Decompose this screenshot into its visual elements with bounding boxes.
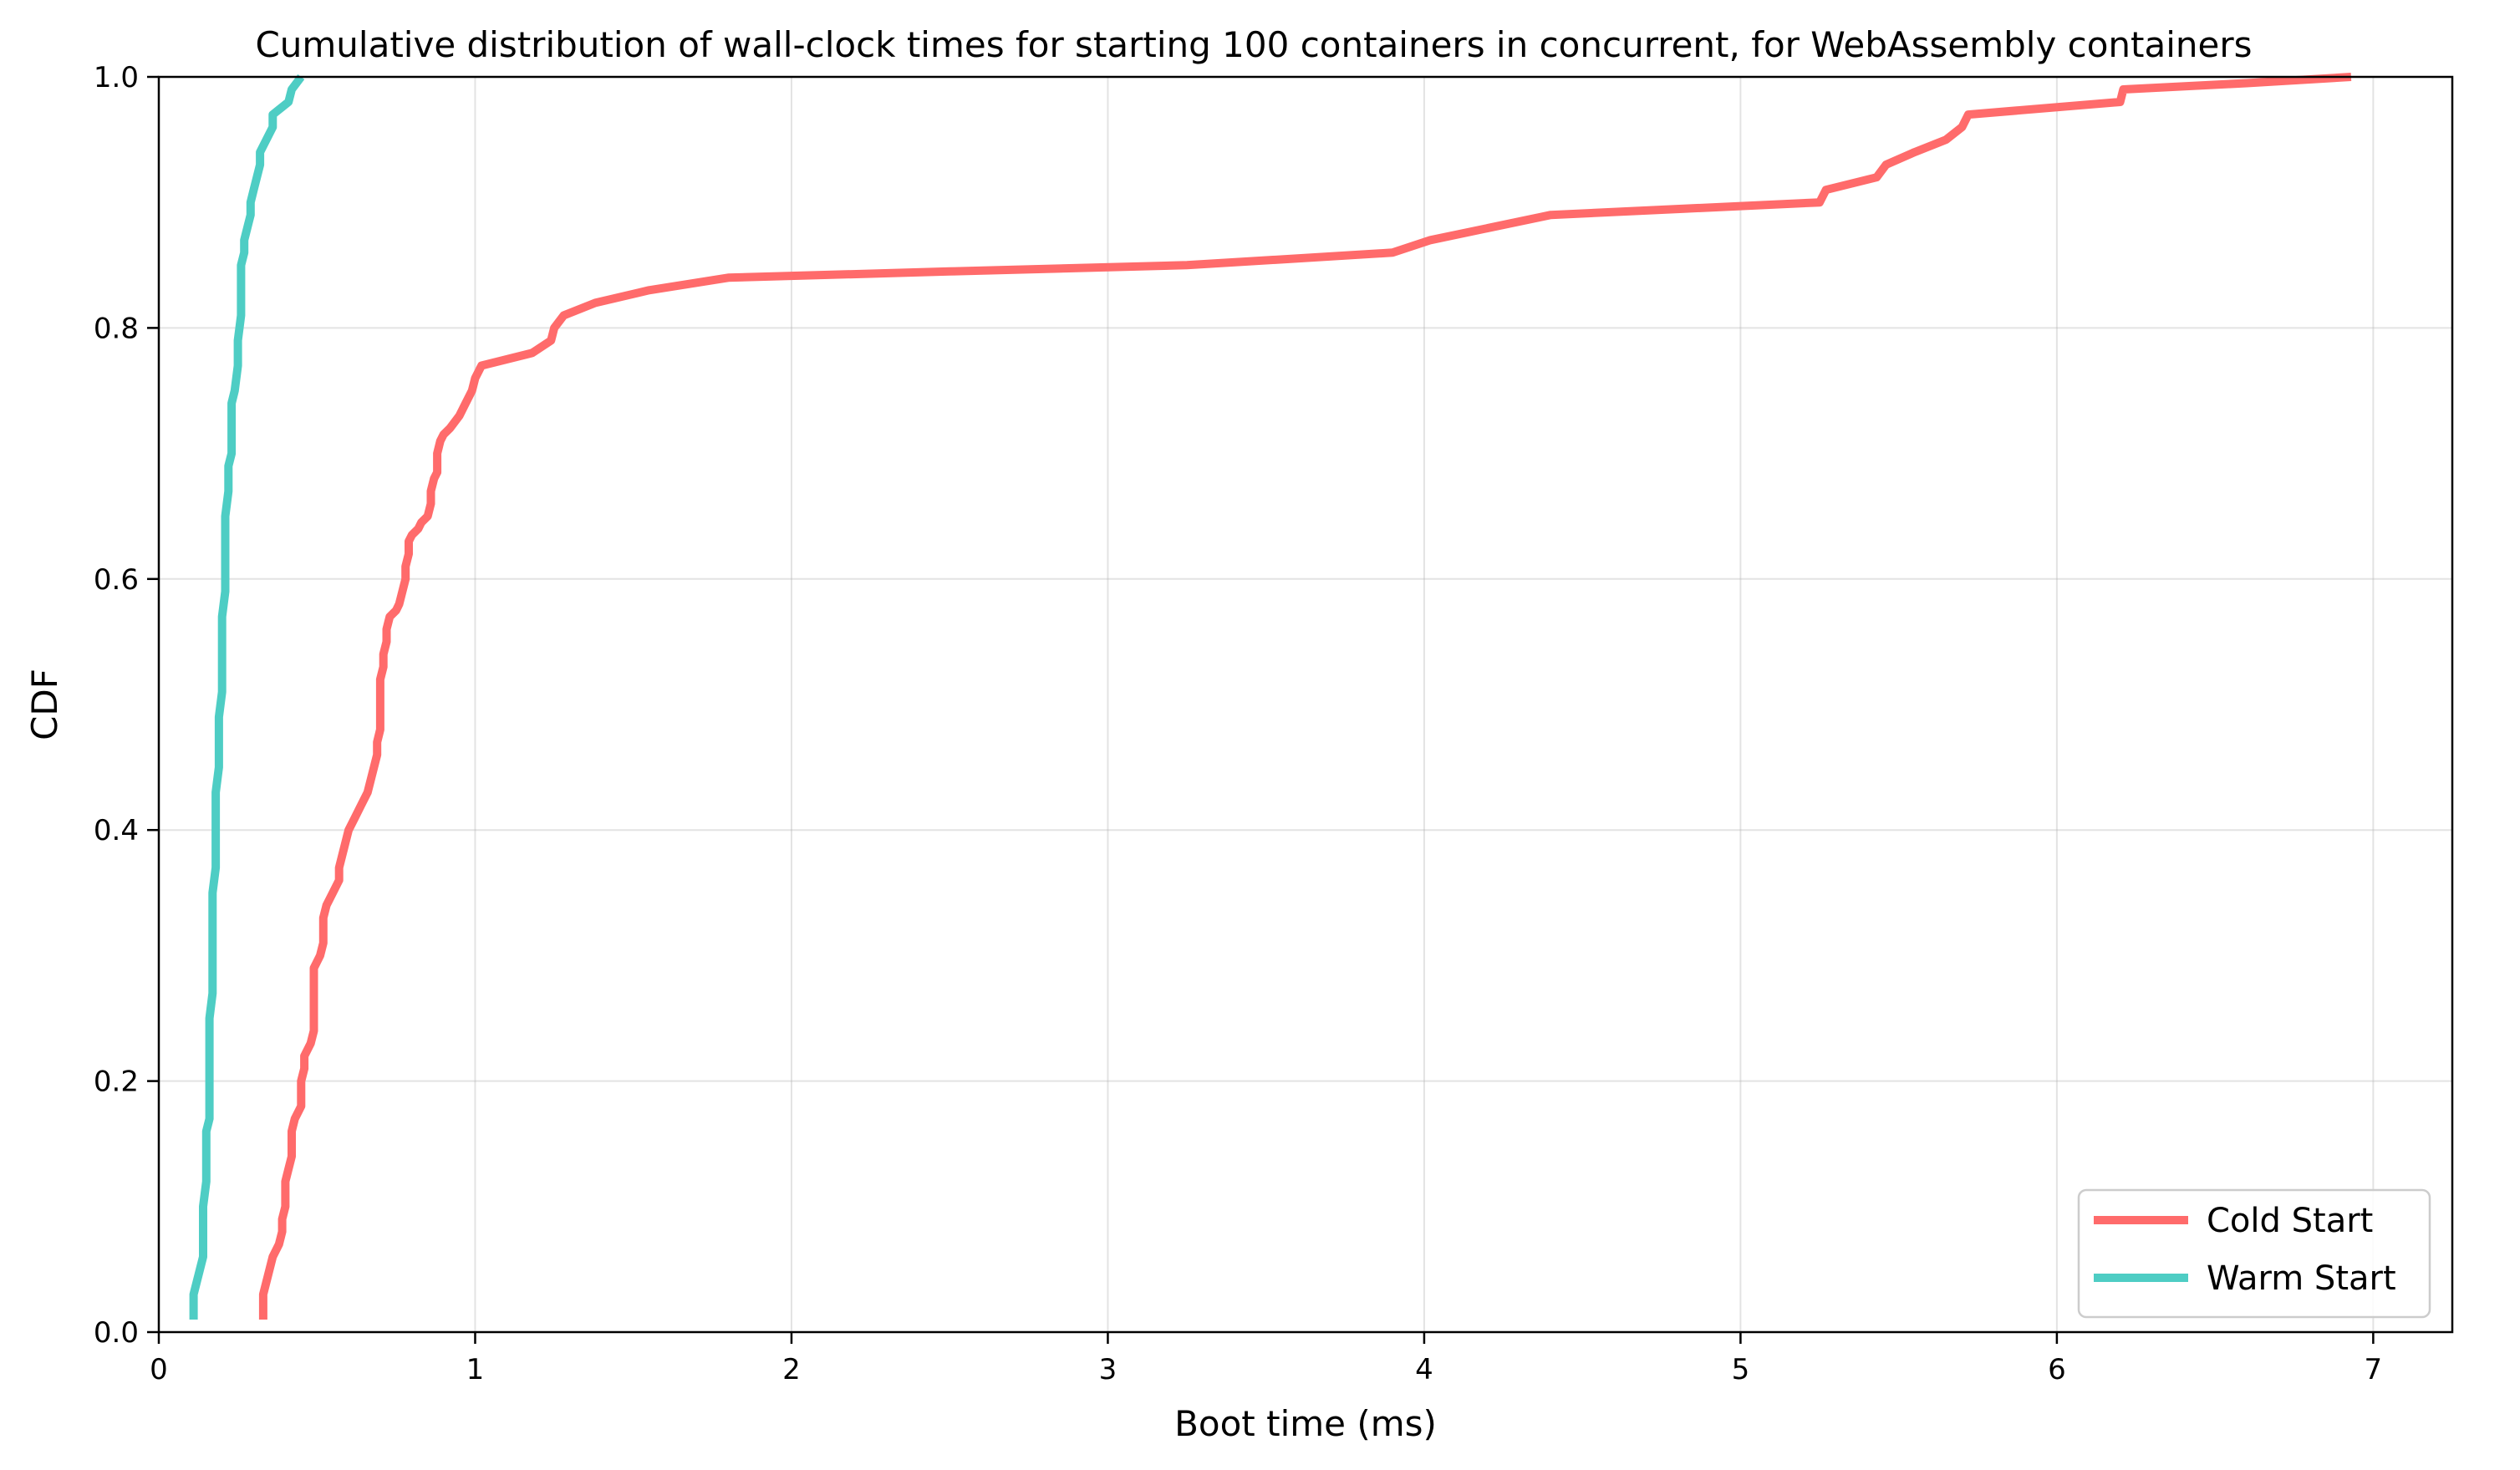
x-tick-label: 2 (782, 1353, 801, 1386)
x-tick-label: 5 (1732, 1353, 1750, 1386)
x-tick-label: 7 (2365, 1353, 2383, 1386)
y-axis-label: CDF (24, 669, 65, 740)
x-tick-label: 3 (1099, 1353, 1117, 1386)
legend-label-cold-start: Cold Start (2207, 1202, 2373, 1240)
y-axis-ticks: 0.0 0.2 0.4 0.6 0.8 1.0 (94, 61, 159, 1350)
x-axis-label: Boot time (ms) (1174, 1403, 1437, 1444)
y-tick-label: 0.6 (94, 563, 139, 597)
x-tick-label: 0 (150, 1353, 168, 1386)
plot-series (189, 73, 2352, 1320)
y-tick-label: 0.2 (94, 1066, 139, 1099)
x-tick-label: 1 (466, 1353, 485, 1386)
series-line-warm-start (189, 74, 305, 1320)
legend: Cold Start Warm Start (2077, 1188, 2431, 1319)
x-axis-ticks: 0 1 2 3 4 5 6 7 (150, 1332, 2382, 1386)
y-tick-label: 0.0 (94, 1316, 139, 1350)
y-tick-label: 0.8 (94, 312, 139, 345)
y-tick-label: 0.4 (94, 814, 139, 847)
x-tick-label: 6 (2048, 1353, 2066, 1386)
y-tick-label: 1.0 (94, 61, 139, 94)
series-line-cold-start (258, 73, 2352, 1320)
legend-label-warm-start: Warm Start (2207, 1259, 2396, 1298)
chart-title: Cumulative distribution of wall-clock ti… (255, 24, 2252, 65)
plot-frame (157, 75, 2454, 1334)
x-tick-label: 4 (1415, 1353, 1433, 1386)
